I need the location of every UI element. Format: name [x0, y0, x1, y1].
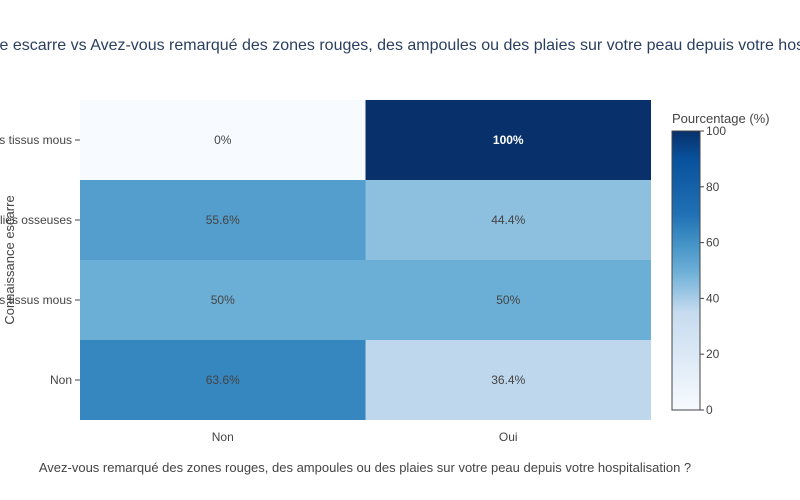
y-tick-label: Lésion des saillies osseuses — [0, 213, 72, 227]
colorbar-tick-label: 100 — [706, 124, 726, 138]
y-axis-title: Connaissance escarre — [2, 195, 17, 324]
x-axis-title: Avez-vous remarqué des zones rouges, des… — [39, 460, 691, 475]
colorbar-tick-label: 20 — [706, 347, 720, 361]
colorbar-title: Pourcentage (%) — [672, 111, 770, 126]
cell-label: 100% — [493, 133, 524, 147]
heatmap-cell — [80, 260, 366, 340]
y-tick-label: Lésion des tissus mous — [0, 293, 72, 307]
x-tick-label: Oui — [499, 430, 518, 444]
heatmap-cell — [80, 100, 366, 180]
x-tick-label: Non — [212, 430, 234, 444]
y-tick-label: Non — [50, 373, 72, 387]
colorbar-tick-label: 60 — [706, 236, 720, 250]
heatmap-cell — [365, 260, 651, 340]
heatmap-cells: 0% 100% 55.6% 44.4% 50% 50% 63.6% 36.4% — [80, 100, 651, 420]
cell-label: 44.4% — [491, 213, 525, 227]
colorbar-tick-label: 80 — [706, 180, 720, 194]
heatmap-cell — [80, 340, 366, 420]
y-axis-ticks: Lésion des tissus mous Lésion des saillie… — [0, 133, 80, 387]
colorbar-ticks: 0 20 40 60 80 100 — [700, 124, 726, 417]
cell-label: 50% — [211, 293, 235, 307]
chart-title: Connaissance escarre vs Avez-vous remarq… — [0, 37, 800, 54]
heatmap-cell — [80, 180, 366, 260]
cell-label: 0% — [214, 133, 232, 147]
colorbar-tick-label: 0 — [706, 403, 713, 417]
cell-label: 50% — [496, 293, 520, 307]
cell-label: 63.6% — [206, 373, 240, 387]
cell-label: 55.6% — [206, 213, 240, 227]
x-axis-ticks: Non Oui — [212, 430, 518, 444]
heatmap-cell — [365, 180, 651, 260]
heatmap-cell — [365, 100, 651, 180]
y-tick-label: Lésion des tissus mous — [0, 133, 72, 147]
heatmap-cell — [365, 340, 651, 420]
cell-label: 36.4% — [491, 373, 525, 387]
colorbar-tick-label: 40 — [706, 291, 720, 305]
colorbar-gradient — [671, 130, 701, 411]
colorbar: Pourcentage (%) 0 20 40 60 80 100 — [671, 111, 770, 417]
